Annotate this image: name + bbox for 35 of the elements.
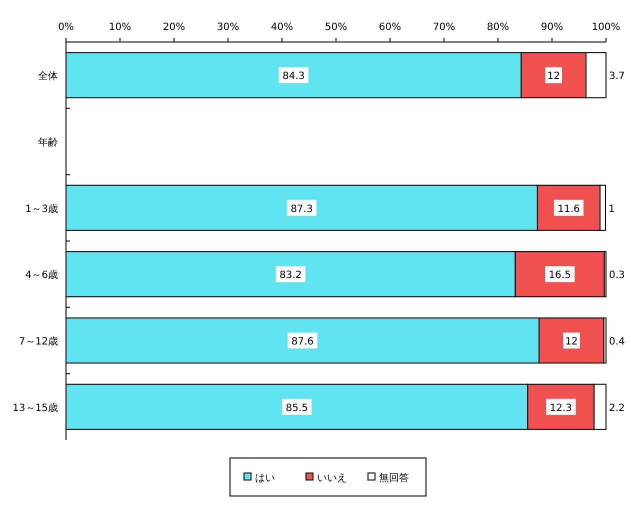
data-label: 11.6 bbox=[558, 204, 580, 215]
data-label: 87.3 bbox=[290, 204, 313, 215]
data-label: 2.2 bbox=[609, 402, 625, 414]
y-tick-label: 13～15歳 bbox=[12, 402, 58, 414]
x-tick-label: 10% bbox=[108, 22, 132, 33]
x-tick-label: 100% bbox=[592, 22, 620, 33]
x-tick-label: 30% bbox=[216, 22, 240, 33]
data-label: 83.2 bbox=[280, 270, 302, 282]
data-label: 85.5 bbox=[286, 402, 308, 414]
data-label: 12 bbox=[565, 336, 578, 348]
y-tick-label: 年齢 bbox=[38, 136, 58, 148]
data-label: 84.3 bbox=[282, 71, 305, 82]
data-label: 12.3 bbox=[550, 402, 572, 414]
data-label: 0.4 bbox=[609, 336, 625, 348]
x-tick-label: 70% bbox=[432, 22, 456, 33]
x-tick-label: 40% bbox=[270, 22, 294, 33]
x-tick-label: 80% bbox=[486, 22, 510, 33]
x-tick-label: 60% bbox=[378, 22, 402, 33]
data-label: 16.5 bbox=[548, 270, 571, 282]
legend-label: はい bbox=[255, 473, 275, 484]
x-tick-label: 90% bbox=[540, 22, 564, 33]
y-tick-label: 1～3歳 bbox=[25, 202, 58, 215]
data-label: 0.3 bbox=[609, 270, 625, 282]
y-tick-label: 7～12歳 bbox=[18, 336, 58, 348]
data-label: 12 bbox=[547, 71, 560, 82]
data-label: 87.6 bbox=[291, 336, 314, 348]
x-tick-label: 20% bbox=[162, 22, 186, 33]
legend-label: 無回答 bbox=[379, 472, 409, 484]
y-tick-label: 4～6歳 bbox=[25, 269, 58, 282]
legend-label: いいえ bbox=[317, 473, 347, 484]
data-label: 1 bbox=[608, 204, 615, 215]
data-label: 3.7 bbox=[609, 71, 625, 82]
y-tick-label: 全体 bbox=[38, 70, 58, 82]
x-tick-label: 0% bbox=[58, 22, 74, 33]
x-tick-label: 50% bbox=[324, 22, 348, 33]
